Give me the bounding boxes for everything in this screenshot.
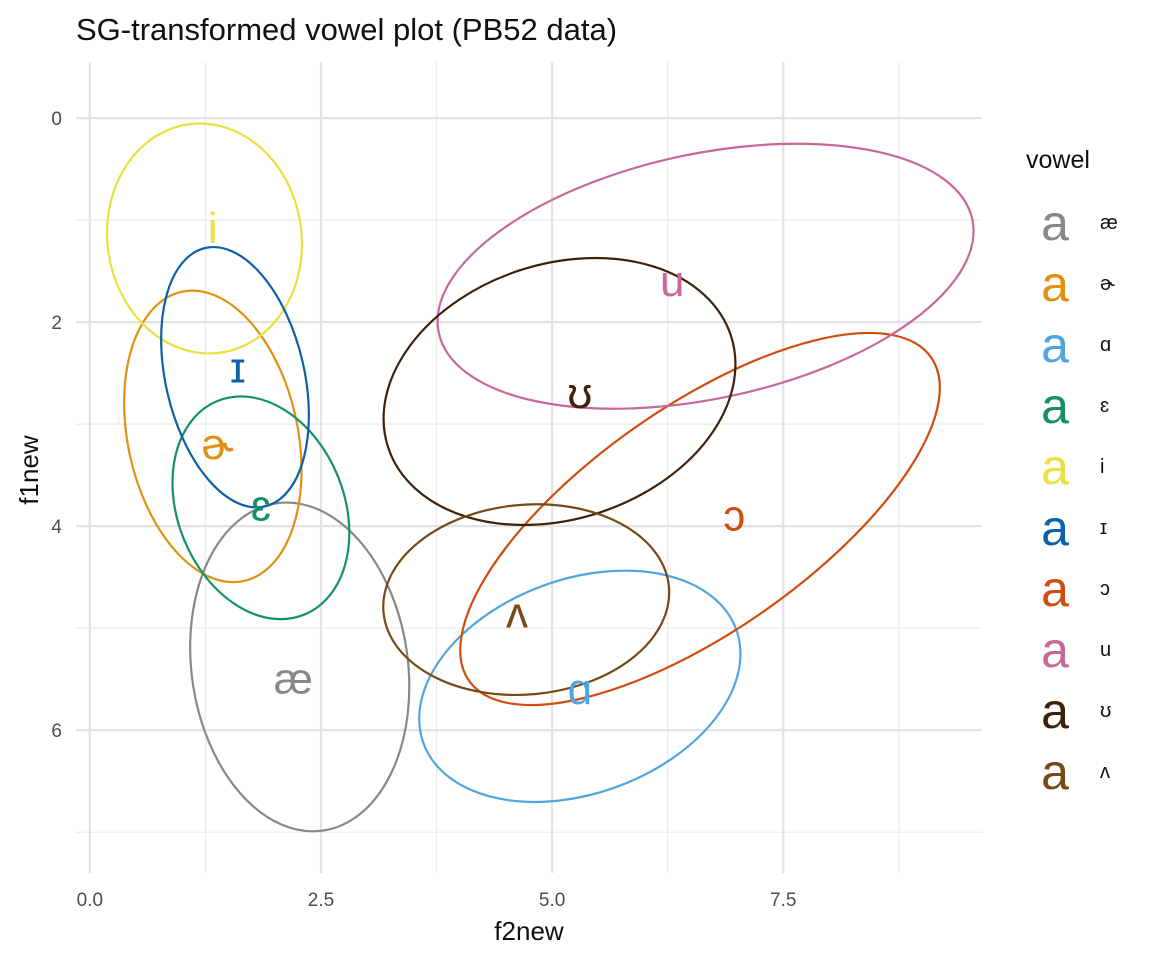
chart-title: SG-transformed vowel plot (PB52 data) [76, 12, 617, 47]
vowel-label: æ [274, 655, 313, 704]
legend-label: ɚ [1100, 273, 1115, 295]
x-tick-label: 7.5 [770, 890, 796, 911]
ellipse-ɔ [459, 331, 941, 707]
vowel-label: ɪ [230, 344, 246, 393]
vowel-label: ʊ [567, 369, 592, 418]
confidence-ellipses [105, 122, 975, 833]
legend-key: a [1041, 622, 1069, 678]
legend-key: a [1041, 378, 1069, 434]
legend-key: a [1041, 256, 1069, 312]
legend-items: a æa ɚa ɑa ɛa ia ɪa ɔa ua ʊa ʌ [1041, 195, 1118, 800]
legend-label: i [1100, 456, 1104, 478]
ellipse-i [105, 122, 304, 355]
vowel-label: ɛ [251, 481, 271, 530]
x-tick-label: 0.0 [77, 890, 103, 911]
legend-label: ʌ [1100, 761, 1110, 783]
y-tick-label: 6 [51, 721, 62, 742]
legend-key: a [1041, 744, 1069, 800]
legend-label: u [1100, 639, 1111, 661]
legend-key: a [1041, 439, 1069, 495]
vowel-label: u [660, 257, 684, 306]
y-tick-label: 0 [51, 109, 62, 130]
legend-label: ɛ [1100, 395, 1109, 417]
x-axis-title: f2new [494, 916, 564, 946]
x-tick-label: 5.0 [539, 890, 565, 911]
legend-title: vowel [1026, 146, 1090, 174]
legend-label: æ [1100, 212, 1118, 234]
vowel-label: ɚ [201, 420, 234, 469]
ellipse-ɛ [171, 395, 351, 621]
ellipse-ʊ [382, 256, 737, 527]
vowel-labels: æ ɚ ɑ ɛ i ɪ ɔ u ʊ ʌ [201, 204, 745, 714]
ellipse-æ [189, 501, 411, 833]
y-tick-label: 4 [51, 517, 62, 538]
legend-key: a [1041, 683, 1069, 739]
legend: vowel a æa ɚa ɑa ɛa ia ɪa ɔa ua ʊa ʌ [1026, 146, 1118, 800]
vowel-label: ɔ [723, 491, 745, 540]
legend-key: a [1041, 561, 1069, 617]
x-axis-ticks: 0.0 2.5 5.0 7.5 [77, 890, 797, 911]
grid [76, 62, 982, 873]
vowel-label: i [208, 204, 218, 253]
y-axis-title: f1new [14, 435, 44, 505]
ellipse-ʌ [382, 503, 671, 697]
y-axis-ticks: 0 2 4 6 [51, 109, 62, 742]
ellipse-ɪ [160, 245, 310, 509]
legend-key: a [1041, 195, 1069, 251]
legend-key: a [1041, 317, 1069, 373]
y-tick-label: 2 [51, 313, 62, 334]
legend-label: ɑ [1100, 334, 1111, 356]
legend-label: ɔ [1100, 578, 1110, 600]
vowel-label: ɑ [568, 665, 592, 714]
legend-key: a [1041, 500, 1069, 556]
legend-label: ɪ [1100, 517, 1107, 539]
legend-label: ʊ [1100, 700, 1111, 722]
x-tick-label: 2.5 [308, 890, 334, 911]
vowel-label: ʌ [506, 588, 528, 637]
